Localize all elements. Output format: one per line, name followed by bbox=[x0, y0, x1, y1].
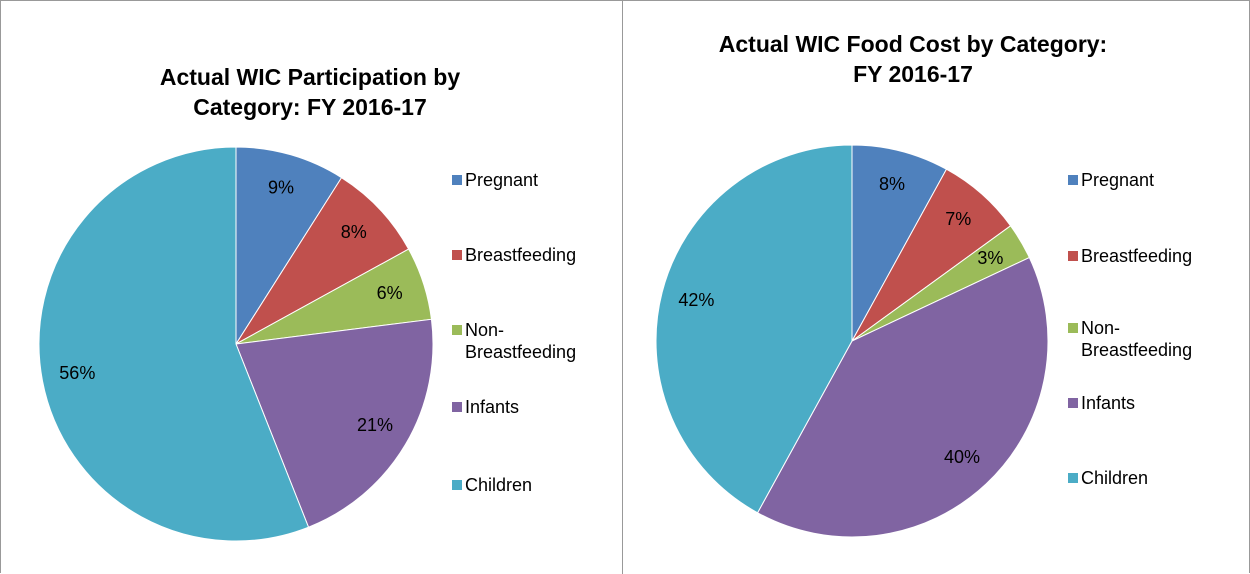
chart-panel: 9% 8% 6% 21% 56% Actual WIC Participation by … bbox=[0, 0, 622, 574]
chart-title: Actual WIC Food Cost by Category: FY 201… bbox=[718, 31, 1108, 87]
legend-label: Infants bbox=[1081, 393, 1136, 413]
pie-chart: 9% 8% 6% 21% 56% bbox=[38, 146, 434, 542]
legend-label: Children bbox=[465, 475, 533, 495]
legend-label: Pregnant bbox=[465, 170, 539, 190]
legend-label: Children bbox=[1081, 468, 1149, 488]
pie-slice bbox=[851, 144, 948, 342]
pie-slice bbox=[756, 256, 1049, 538]
legend-swatch bbox=[1068, 175, 1078, 185]
data-label: 7% bbox=[945, 209, 971, 229]
chart-panel: 8% 7% 3% 40% 42% Actual WIC Food Cost by Cate… bbox=[623, 0, 1250, 574]
pie-slice bbox=[235, 146, 343, 346]
legend-swatch bbox=[452, 325, 462, 335]
legend-swatch bbox=[452, 402, 462, 412]
legend-label: Breastfeeding bbox=[1081, 246, 1193, 266]
data-label: 56% bbox=[59, 363, 95, 383]
pie-slice bbox=[235, 318, 434, 528]
data-label: 9% bbox=[268, 178, 294, 198]
pie-slice bbox=[235, 176, 410, 345]
data-label: 3% bbox=[977, 248, 1003, 268]
legend-swatch bbox=[452, 175, 462, 185]
chart-title: Actual WIC Participation by Category: FY… bbox=[159, 64, 461, 120]
legend-swatch bbox=[1068, 398, 1078, 408]
legend-swatch bbox=[1068, 323, 1078, 333]
legend-swatch bbox=[452, 480, 462, 490]
data-label: 42% bbox=[678, 290, 714, 310]
legend-label: Infants bbox=[465, 397, 520, 417]
pie-slice bbox=[655, 144, 853, 514]
legend-label: Non-Breastfeeding bbox=[1081, 318, 1193, 360]
legend-swatch bbox=[452, 250, 462, 260]
data-label: 8% bbox=[341, 222, 367, 242]
legend-label: Breastfeeding bbox=[465, 245, 577, 265]
divider bbox=[622, 0, 623, 574]
legend-swatch bbox=[1068, 473, 1078, 483]
data-label: 6% bbox=[377, 283, 403, 303]
legend-label: Pregnant bbox=[1081, 170, 1155, 190]
legend-swatch bbox=[1068, 251, 1078, 261]
data-label: 40% bbox=[944, 447, 980, 467]
legend-label: Non-Breastfeeding bbox=[465, 320, 577, 362]
data-label: 8% bbox=[879, 174, 905, 194]
pie-chart: 8% 7% 3% 40% 42% bbox=[655, 144, 1049, 538]
data-label: 21% bbox=[357, 415, 393, 435]
pie-slice bbox=[38, 146, 310, 542]
